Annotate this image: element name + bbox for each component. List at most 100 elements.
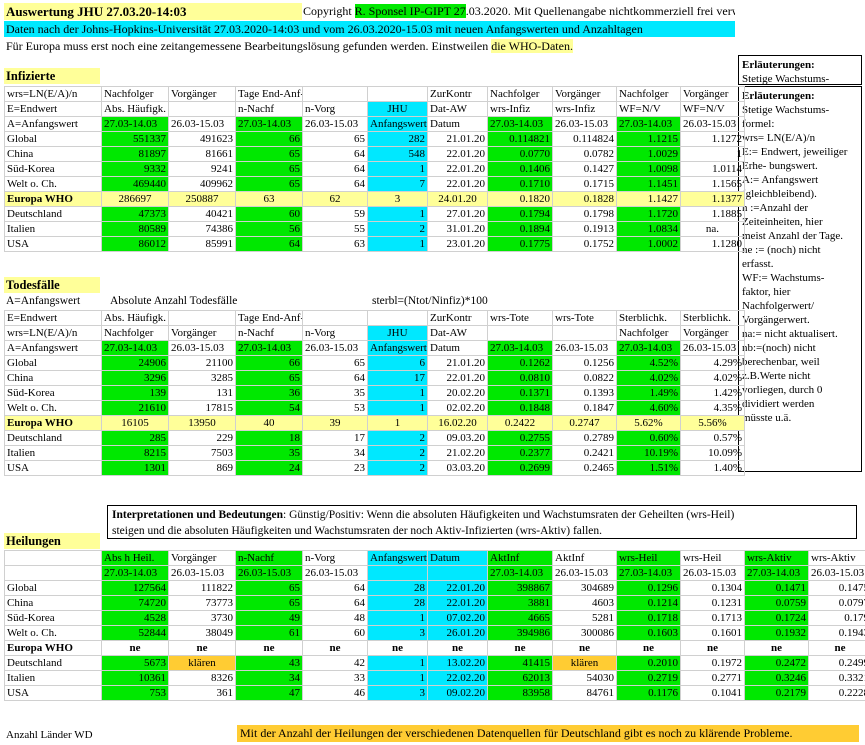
table-cell: 1 bbox=[367, 415, 428, 431]
explanation-line: Stetige Wachstums- bbox=[742, 104, 830, 116]
table-cell: 0.0759 bbox=[744, 595, 809, 611]
table-cell: Vorgänger bbox=[168, 325, 236, 341]
table-cell: 9332 bbox=[101, 161, 169, 177]
table-cell: 304689 bbox=[552, 580, 617, 596]
table-cell: 64 bbox=[302, 176, 368, 192]
table-cell: Tage End-Anf-Wert bbox=[235, 310, 303, 326]
table-cell: 0.2771 bbox=[680, 670, 745, 686]
table-cell: 0.114821 bbox=[487, 131, 553, 147]
europe-note: Für Europa muss erst noch eine zeitangem… bbox=[4, 38, 735, 54]
table-cell: 1.0029 bbox=[616, 146, 681, 162]
page-title: Auswertung JHU 27.03.20-14:03 bbox=[4, 3, 302, 20]
table-row: Global 24906 21100 66 65 6 21.01.20 0.1262 0.125… bbox=[4, 355, 745, 371]
table-cell: 9241 bbox=[168, 161, 236, 177]
table-cell: 282 bbox=[367, 131, 428, 147]
table-cell: 26.03-15.03 bbox=[552, 340, 617, 356]
table-cell: 02.02.20 bbox=[427, 400, 488, 416]
table-cell: ZurKontr bbox=[427, 86, 488, 102]
table-cell: 40 bbox=[235, 415, 303, 431]
table-cell: 0.1913 bbox=[552, 221, 617, 237]
table-cell: 0.1603 bbox=[616, 625, 681, 641]
table-cell: 1.1565 bbox=[680, 176, 745, 192]
explanation-title: Erläuterungen: bbox=[742, 90, 815, 102]
table-cell: 62 bbox=[302, 191, 368, 207]
table-cell: 1 bbox=[367, 610, 428, 626]
row-label: Welt o. Ch. bbox=[4, 176, 102, 192]
row-label: E=Endwert bbox=[4, 101, 102, 117]
table-row: Global 127564 111822 65 64 28 22.01.20 398867 30… bbox=[4, 580, 865, 596]
explanation-box: Erläuterungen: Stetige Wachstums-formel:… bbox=[738, 86, 862, 472]
table-cell: 27.03-14.03 bbox=[487, 340, 553, 356]
table-cell: 0.2747 bbox=[552, 415, 617, 431]
table-cell: 42 bbox=[302, 655, 368, 671]
row-label: Welt o. Ch. bbox=[4, 625, 102, 641]
table-cell: 55 bbox=[302, 221, 368, 237]
table-cell: ne bbox=[680, 640, 745, 656]
table-cell: 0.1972 bbox=[680, 655, 745, 671]
explanation-line: E:= Endwert, jeweiliger bbox=[742, 146, 848, 158]
table-cell: 66 bbox=[235, 355, 303, 371]
table-cell: 1 bbox=[367, 655, 428, 671]
table-cell: 36 bbox=[235, 385, 303, 401]
row-label: USA bbox=[4, 460, 102, 476]
table-cell: 86012 bbox=[101, 236, 169, 252]
table-cell: na. bbox=[680, 221, 745, 237]
table-cell: wrs-Aktiv bbox=[744, 550, 809, 566]
table-cell: 131 bbox=[168, 385, 236, 401]
table-cell: 22.01.20 bbox=[427, 161, 488, 177]
table-cell: 0.1847 bbox=[552, 400, 617, 416]
table-cell: 09.03.20 bbox=[427, 430, 488, 446]
footer-note: Mit der Anzahl der Heilungen der verschi… bbox=[237, 725, 859, 742]
table-cell: 62013 bbox=[487, 670, 553, 686]
table-cell: 4.35% bbox=[680, 400, 745, 416]
table-cell: ne bbox=[101, 640, 169, 656]
table-cell: 54 bbox=[235, 400, 303, 416]
table-cell: 65 bbox=[235, 176, 303, 192]
table-cell: 26.03-15.03 bbox=[680, 340, 745, 356]
table-cell: 2 bbox=[367, 460, 428, 476]
table-cell: 09.02.20 bbox=[427, 685, 488, 701]
table-cell: 26.03-15.03 bbox=[168, 565, 236, 581]
table-cell: 1.1272 bbox=[680, 131, 745, 147]
table-cell: 0.1932 bbox=[744, 625, 809, 641]
table-cell: 49 bbox=[235, 610, 303, 626]
table-cell: Dat-AW bbox=[427, 325, 488, 341]
table-cell: 81897 bbox=[101, 146, 169, 162]
table-cell: 300086 bbox=[552, 625, 617, 641]
explanation-line: wrs= LN(E/A)/n bbox=[742, 132, 816, 144]
row-label: Global bbox=[4, 580, 102, 596]
table-cell: 0.1848 bbox=[487, 400, 553, 416]
table-cell: 7503 bbox=[168, 445, 236, 461]
table-cell: 1 bbox=[680, 146, 745, 162]
table-cell: 6 bbox=[367, 355, 428, 371]
table-cell: 63 bbox=[235, 191, 303, 207]
table-cell: 0.1724 bbox=[744, 610, 809, 626]
interpretation-title: Interpretationen und Bedeutungen bbox=[112, 509, 284, 521]
table-cell: 10361 bbox=[101, 670, 169, 686]
table-row: Welt o. Ch. 52844 38049 61 60 3 26.01.20 394986… bbox=[4, 625, 865, 641]
table-row: Europa WHO 286697 250887 63 62 3 24.01.20 0.182… bbox=[4, 191, 745, 207]
table-cell: 4528 bbox=[101, 610, 169, 626]
table-cell: Nachfolger bbox=[101, 325, 169, 341]
table-cell: 8326 bbox=[168, 670, 236, 686]
table-cell: 64 bbox=[302, 580, 368, 596]
table-cell: 17 bbox=[367, 370, 428, 386]
table-cell: n-Nachf bbox=[235, 325, 303, 341]
table-cell: 64 bbox=[302, 595, 368, 611]
explanation-line: dividiert werden bbox=[742, 398, 815, 410]
table-cell bbox=[427, 565, 488, 581]
table-cell: 13950 bbox=[168, 415, 236, 431]
table-cell: 2 bbox=[367, 430, 428, 446]
table-cell: 0.1371 bbox=[487, 385, 553, 401]
table-cell: 74386 bbox=[168, 221, 236, 237]
table-cell: Nachfolger bbox=[616, 86, 681, 102]
table-cell: AktInf bbox=[552, 550, 617, 566]
table-cell: 1.42% bbox=[680, 385, 745, 401]
table-cell: 84761 bbox=[552, 685, 617, 701]
table-cell: 3881 bbox=[487, 595, 553, 611]
table-cell: 0.0782 bbox=[552, 146, 617, 162]
table-cell: 35 bbox=[235, 445, 303, 461]
table-cell: 39 bbox=[302, 415, 368, 431]
table-cell: 361 bbox=[168, 685, 236, 701]
deaths-formula-line: A=Anfangswert Absolute Anzahl Todesfälle… bbox=[4, 294, 732, 309]
